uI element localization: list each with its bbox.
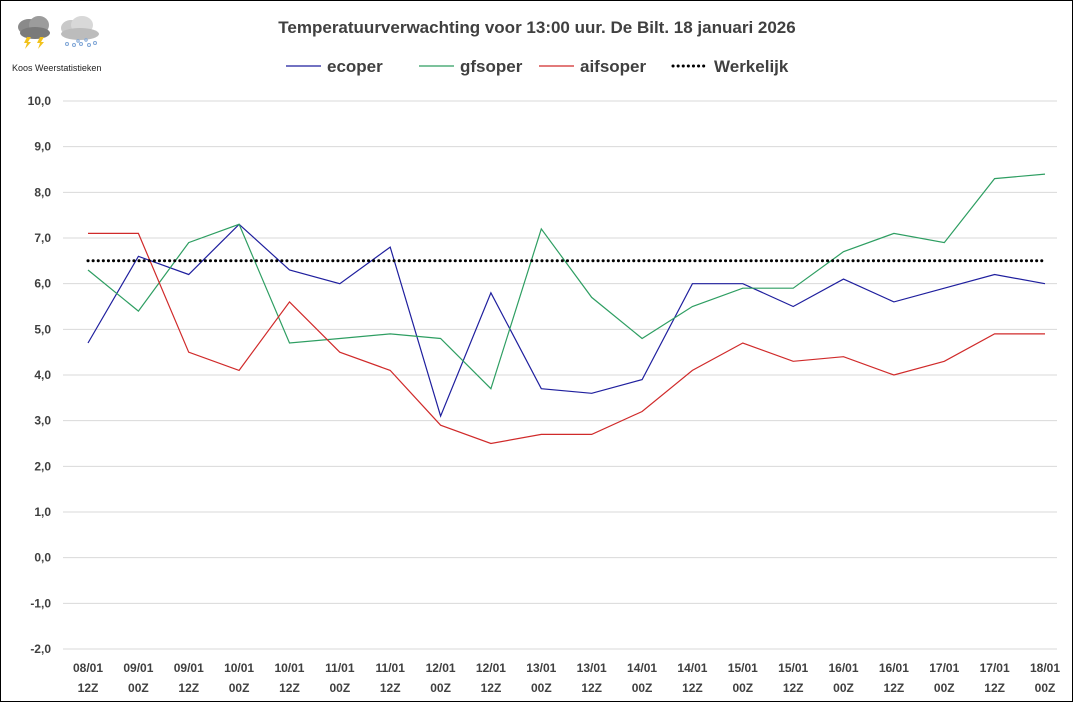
legend-label: gfsoper	[460, 57, 523, 76]
legend-label: ecoper	[327, 57, 383, 76]
legend-label: Werkelijk	[714, 57, 789, 76]
x-tick-label: 16/01	[829, 661, 859, 675]
x-tick-label: 00Z	[128, 681, 149, 695]
x-tick-label: 15/01	[728, 661, 758, 675]
legend-label: aifsoper	[580, 57, 647, 76]
x-tick-label: 00Z	[329, 681, 350, 695]
y-tick-label: 7,0	[34, 231, 51, 245]
x-tick-label: 12Z	[783, 681, 804, 695]
y-tick-label: 3,0	[34, 414, 51, 428]
y-tick-label: 6,0	[34, 277, 51, 291]
legend-item-ecoper: ecoper	[286, 57, 383, 76]
x-tick-label: 13/01	[526, 661, 556, 675]
y-tick-label: 0,0	[34, 551, 51, 565]
x-tick-label: 00Z	[833, 681, 854, 695]
x-tick-label: 12Z	[984, 681, 1005, 695]
y-tick-label: -2,0	[30, 642, 51, 656]
legend-item-gfsoper: gfsoper	[419, 57, 523, 76]
y-tick-label: 9,0	[34, 140, 51, 154]
y-tick-label: 5,0	[34, 322, 51, 336]
series-line-gfsoper	[87, 173, 1046, 390]
y-tick-label: -1,0	[30, 596, 51, 610]
y-tick-label: 8,0	[34, 185, 51, 199]
x-tick-label: 00Z	[632, 681, 653, 695]
series-line-aifsoper	[88, 232, 1045, 445]
y-tick-label: 2,0	[34, 459, 51, 473]
x-tick-label: 09/01	[174, 661, 204, 675]
x-axis: 08/01 12Z 09/01 00Z 09/01 12Z 10/01 00Z 10/01 12Z…	[73, 661, 1060, 695]
x-tick-label: 12/01	[476, 661, 506, 675]
y-tick-label: 1,0	[34, 505, 51, 519]
chart-title: Temperatuurverwachting voor 13:00 uur. D…	[278, 18, 795, 37]
x-tick-label: 12Z	[884, 681, 905, 695]
x-tick-label: 12Z	[380, 681, 401, 695]
x-tick-label: 10/01	[274, 661, 304, 675]
x-tick-label: 18/01	[1030, 661, 1060, 675]
logo: Koos Weerstatistieken	[12, 16, 101, 73]
y-tick-label: 4,0	[34, 368, 51, 382]
x-tick-label: 14/01	[627, 661, 657, 675]
y-tick-label: 10,0	[28, 94, 52, 108]
x-tick-label: 09/01	[123, 661, 153, 675]
x-tick-label: 12/01	[426, 661, 456, 675]
thunderstorm-cloud-icon	[18, 16, 50, 49]
x-tick-label: 12Z	[581, 681, 602, 695]
legend-item-aifsoper: aifsoper	[539, 57, 647, 76]
x-tick-label: 12Z	[682, 681, 703, 695]
x-tick-label: 00Z	[732, 681, 753, 695]
x-tick-label: 17/01	[980, 661, 1010, 675]
x-tick-label: 00Z	[229, 681, 250, 695]
x-tick-label: 12Z	[78, 681, 99, 695]
x-tick-label: 11/01	[325, 661, 355, 675]
x-tick-label: 10/01	[224, 661, 254, 675]
legend-item-werkelijk: Werkelijk	[671, 57, 789, 76]
x-tick-label: 12Z	[481, 681, 502, 695]
x-tick-label: 12Z	[178, 681, 199, 695]
x-tick-label: 14/01	[677, 661, 707, 675]
x-tick-label: 16/01	[879, 661, 909, 675]
x-tick-label: 17/01	[929, 661, 959, 675]
gridlines	[63, 100, 1057, 650]
x-tick-label: 08/01	[73, 661, 103, 675]
y-axis: -2,0 -1,0 0,0 1,0 2,0 3,0 4,0 5,0 6,0 7,0 8,0 9,0 10…	[28, 94, 52, 656]
x-tick-label: 12Z	[279, 681, 300, 695]
legend: ecoper gfsoper aifsoper Werkelijk	[286, 57, 789, 76]
x-tick-label: 00Z	[934, 681, 955, 695]
logo-text: Koos Weerstatistieken	[12, 63, 101, 73]
x-tick-label: 11/01	[376, 661, 406, 675]
x-tick-label: 13/01	[577, 661, 607, 675]
snow-cloud-icon	[61, 16, 99, 47]
series-lines	[86, 173, 1047, 445]
x-tick-label: 15/01	[778, 661, 808, 675]
series-line-ecoper	[87, 223, 1046, 418]
x-tick-label: 00Z	[1035, 681, 1056, 695]
x-tick-label: 00Z	[531, 681, 552, 695]
x-tick-label: 00Z	[430, 681, 451, 695]
